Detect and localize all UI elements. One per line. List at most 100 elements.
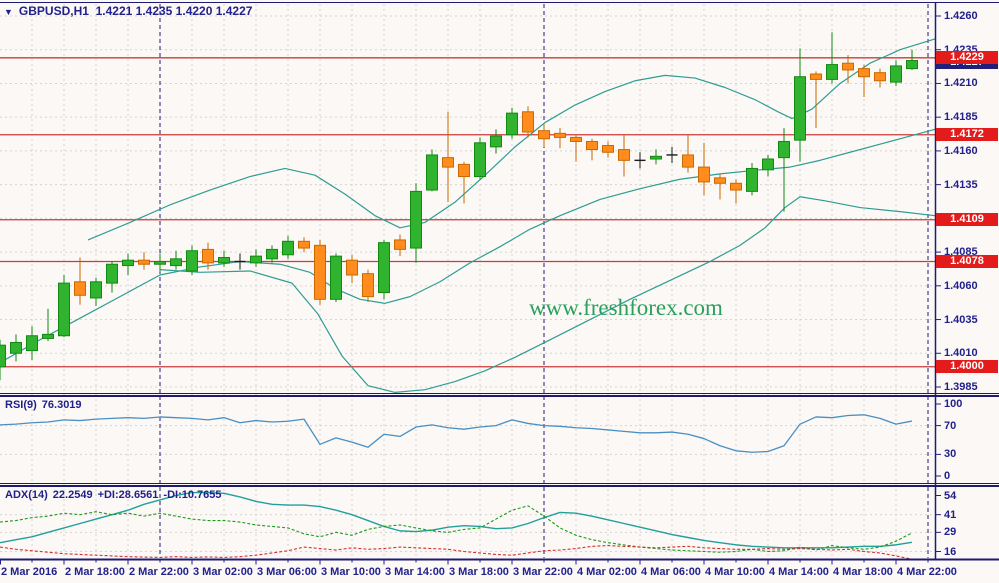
candle-body [602, 145, 614, 153]
candle-body [698, 166, 710, 183]
time-label: 3 Mar 18:00 [449, 566, 509, 578]
candle-body [442, 157, 454, 168]
candle-body [682, 154, 694, 168]
candle-body [218, 256, 230, 264]
time-label: 2 Mar 2016 [1, 566, 58, 578]
symbol-dropdown-arrow-icon[interactable]: ▼ [4, 7, 13, 17]
candle-body [250, 255, 262, 264]
candle-body [842, 62, 854, 71]
candle-body [554, 132, 566, 138]
candle-body [586, 140, 598, 151]
chart-title: ▼ GBPUSD,H1 1.4221 1.4235 1.4220 1.4227 [4, 4, 252, 18]
candle-body [794, 76, 806, 141]
time-label: 4 Mar 18:00 [833, 566, 893, 578]
price-label: 1.4210 [944, 77, 978, 90]
rsi-indicator-label: RSI(9) 76.3019 [5, 399, 87, 411]
candle-body [378, 242, 390, 294]
candle-body [154, 261, 166, 265]
price-badge: 1.4109 [936, 213, 998, 227]
time-label: 2 Mar 18:00 [65, 566, 125, 578]
candle-body [714, 177, 726, 184]
candle-body [762, 158, 774, 171]
candle-body [906, 60, 918, 70]
rsi-line [0, 414, 913, 453]
rsi-level-label: 0 [944, 470, 951, 482]
minus-di-line [0, 545, 913, 560]
candle-body [474, 142, 486, 178]
time-label: 4 Mar 02:00 [577, 566, 637, 578]
candle-body [0, 344, 6, 368]
candle-body [362, 273, 374, 298]
candle-body [730, 182, 742, 191]
candle-body [618, 149, 630, 161]
adx-name: ADX(14) [5, 489, 48, 501]
candle-body [10, 341, 22, 354]
time-label: 3 Mar 14:00 [385, 566, 445, 578]
time-label: 3 Mar 22:00 [513, 566, 573, 578]
price-badge: 1.4078 [936, 255, 998, 269]
price-label: 1.4010 [944, 347, 978, 360]
rsi-level-label: 100 [944, 398, 963, 410]
time-label: 3 Mar 10:00 [321, 566, 381, 578]
adx-indicator-label: ADX(14) 22.2549 +DI:28.6561 -DI:10.7655 [5, 489, 227, 501]
candle-body [810, 73, 822, 80]
candle-body [106, 263, 118, 284]
candle-body [538, 130, 550, 140]
candle-body [394, 239, 406, 250]
candle-body [202, 248, 214, 264]
candle-body [570, 136, 582, 142]
time-label: 3 Mar 02:00 [193, 566, 253, 578]
candle-body [746, 167, 758, 192]
price-badge: 1.4172 [936, 128, 998, 142]
candle-body [890, 65, 902, 83]
adx-plus-di-value: +DI:28.6561 [97, 489, 159, 501]
candle-body [458, 163, 470, 178]
price-label: 1.4185 [944, 111, 978, 124]
price-label: 1.3985 [944, 381, 978, 393]
rsi-level-label: 30 [944, 448, 957, 461]
candle-body [650, 155, 662, 160]
time-label: 3 Mar 06:00 [257, 566, 317, 578]
candle-body [506, 112, 518, 136]
candle-body [282, 240, 294, 256]
price-badge: 1.4000 [936, 360, 998, 374]
rsi-level-label: 70 [944, 419, 957, 432]
adx-level-label: 41 [944, 508, 957, 521]
price-label: 1.4060 [944, 279, 978, 292]
candle-body [26, 335, 38, 352]
time-label: 4 Mar 06:00 [641, 566, 701, 578]
adx-level-label: 54 [944, 489, 957, 502]
candle-body [778, 140, 790, 159]
candle-body [330, 255, 342, 300]
candle-body [522, 111, 534, 133]
candle-body [426, 154, 438, 191]
price-label: 1.4260 [944, 10, 978, 22]
watermark: www.freshforex.com [529, 295, 723, 320]
price-label: 1.4160 [944, 144, 978, 157]
candle-body [826, 64, 838, 80]
plus-di-line [0, 505, 913, 553]
rsi-name: RSI(9) [5, 399, 37, 411]
adx-value: 22.2549 [52, 489, 93, 501]
candle-body [410, 190, 422, 249]
candle-body [170, 258, 182, 267]
symbol-period-label: GBPUSD,H1 [18, 4, 89, 18]
candle-body [266, 248, 278, 260]
time-label: 4 Mar 22:00 [897, 566, 957, 578]
time-label: 4 Mar 14:00 [769, 566, 829, 578]
adx-minus-di-value: -DI:10.7655 [163, 489, 222, 501]
candle-body [874, 72, 886, 82]
candle-body [858, 68, 870, 78]
candle-body [186, 250, 198, 272]
ohlc-readout: 1.4221 1.4235 1.4220 1.4227 [95, 4, 253, 18]
adx-level-label: 16 [944, 545, 957, 558]
candle-body [314, 244, 326, 300]
candle-body [138, 259, 150, 265]
candle-body [74, 281, 86, 296]
candle-body [346, 259, 358, 276]
adx-main-line [0, 491, 913, 549]
candle-body [58, 282, 70, 337]
adx-level-label: 29 [944, 526, 957, 539]
